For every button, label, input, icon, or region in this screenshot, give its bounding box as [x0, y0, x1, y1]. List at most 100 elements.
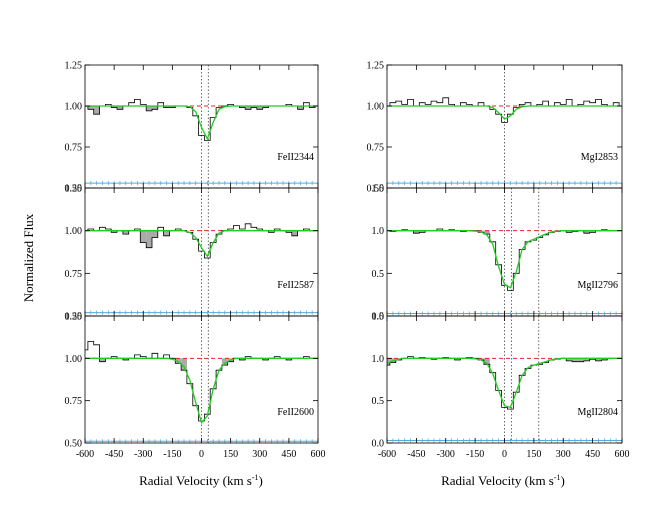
absorption-fill [601, 358, 608, 361]
model-fit-line [85, 105, 318, 141]
model-fit-line [387, 105, 622, 120]
y-tick-label: 0.0 [372, 312, 385, 323]
x-tick-label: 600 [615, 449, 630, 460]
absorption-fill [256, 106, 263, 110]
x-axis-label-left-main: Radial Velocity (km s [139, 473, 252, 488]
x-tick-label: -300 [437, 449, 455, 460]
absorption-fill [146, 106, 152, 111]
panel-feii2344: 0.50 0.75 1.00 1.25 FeII2344 [65, 61, 319, 195]
panel-plot-area [85, 188, 318, 316]
panel-mgii2796: 0.0 0.5 1.0 1.5 MgII2796 [372, 184, 623, 323]
y-tick-label: 1.5 [372, 312, 385, 323]
y-tick-label: 0.50 [65, 184, 83, 195]
model-fit-line [387, 230, 622, 289]
y-tick-label: 1.0 [372, 354, 385, 365]
panel-plot-area [85, 316, 318, 443]
x-tick-label: 150 [223, 449, 238, 460]
absorption-fill [285, 358, 292, 361]
absorption-fill [87, 106, 94, 110]
x-axis-label-left-end: ) [259, 473, 263, 488]
x-axis-label-left-sup: -1 [252, 473, 259, 482]
y-tick-label: 0.75 [65, 269, 83, 280]
x-tick-label: 300 [556, 449, 571, 460]
y-tick-label: 1.5 [372, 184, 385, 195]
absorption-fill [285, 230, 292, 233]
y-tick-label: 0.5 [372, 269, 385, 280]
absorption-fill [262, 358, 269, 361]
absorption-fill [151, 230, 158, 238]
y-tick-label: 1.25 [367, 61, 385, 72]
y-tick-label: 1.25 [65, 312, 83, 323]
x-tick-label: 0 [199, 449, 204, 460]
absorption-fill [251, 106, 257, 108]
panel-plot-area [387, 65, 622, 188]
x-tick-label: -600 [378, 449, 396, 460]
absorption-fill [140, 230, 147, 243]
y-tick-label: 0.50 [65, 312, 83, 323]
absorption-fill [291, 230, 298, 236]
panel-mgi2853: 0.50 0.75 1.00 1.25 MgI2853 [367, 61, 623, 195]
absorption-fill [262, 106, 269, 108]
ion-label: FeII2587 [277, 280, 314, 291]
panel-feii2600: 0.50 0.75 1.00 1.25 -600 -450 -300 -150 0 150 300 4… [65, 312, 326, 461]
y-tick-label: 0.75 [65, 396, 83, 407]
panels-group: 0.500.751.001.25FeII23440.500.751.001.25… [65, 61, 630, 461]
absorption-fill [577, 358, 584, 362]
absorption-fill [478, 358, 484, 361]
absorption-fill [122, 230, 129, 235]
absorption-fill [566, 358, 573, 361]
x-tick-label: 0 [502, 449, 507, 460]
model-fit-line [85, 230, 318, 258]
absorption-fill [268, 230, 275, 233]
absorption-fill [245, 106, 252, 110]
y-tick-label: 0.75 [367, 143, 385, 154]
y-tick-label: 0.75 [65, 143, 83, 154]
flux-histogram [387, 356, 622, 410]
model-fit-line [387, 357, 622, 409]
absorption-fill [163, 230, 170, 236]
x-tick-label: -150 [163, 449, 181, 460]
absorption-fill [111, 106, 118, 108]
x-tick-label: 300 [252, 449, 267, 460]
y-tick-label: 1.00 [65, 102, 83, 113]
absorption-fill [146, 230, 152, 248]
ion-label: MgI2853 [581, 152, 618, 163]
panel-feii2587: 0.50 0.75 1.00 1.25 FeII2587 [65, 184, 319, 323]
absorption-fill [122, 358, 129, 361]
absorption-fill [117, 106, 123, 110]
absorption-fill [169, 106, 176, 108]
absorption-fill [163, 106, 170, 108]
panel-plot-area [387, 316, 622, 443]
ion-label: MgII2804 [577, 407, 618, 418]
absorption-fill [221, 358, 228, 366]
absorption-fill [454, 358, 461, 361]
absorption-fill [239, 106, 246, 108]
y-tick-label: 1.00 [65, 354, 83, 365]
y-tick-label: 1.25 [65, 184, 83, 195]
y-tick-label: 0.5 [372, 396, 385, 407]
x-axis-label-left: Radial Velocity (km s-1) [139, 473, 263, 488]
absorption-fill [99, 358, 106, 362]
absorption-fill [583, 358, 590, 361]
flux-histogram [387, 97, 622, 123]
absorption-fill [93, 106, 100, 115]
x-tick-label: 450 [281, 449, 296, 460]
x-tick-label: 450 [585, 449, 600, 460]
x-tick-label: -300 [134, 449, 152, 460]
x-axis-label-right-sup: -1 [554, 473, 561, 482]
x-axis-label-right-main: Radial Velocity (km s [441, 473, 554, 488]
x-tick-label: 600 [311, 449, 326, 460]
x-tick-label: 150 [526, 449, 541, 460]
panel-plot-area [85, 65, 318, 188]
model-fit-line [85, 357, 318, 425]
ion-label: MgII2796 [577, 280, 618, 291]
y-tick-label: 1.25 [65, 61, 83, 72]
y-tick-label: 0.50 [367, 184, 385, 195]
x-tick-label: -600 [76, 449, 94, 460]
absorption-fill [572, 358, 578, 362]
absorption-fill [595, 358, 602, 361]
absorption-fill [483, 230, 490, 235]
absorption-fill [387, 358, 390, 366]
panel-mgii2804: 0.0 0.5 1.0 1.5 -600 -450 -300 -150 0 150 300 450 60… [372, 312, 630, 461]
